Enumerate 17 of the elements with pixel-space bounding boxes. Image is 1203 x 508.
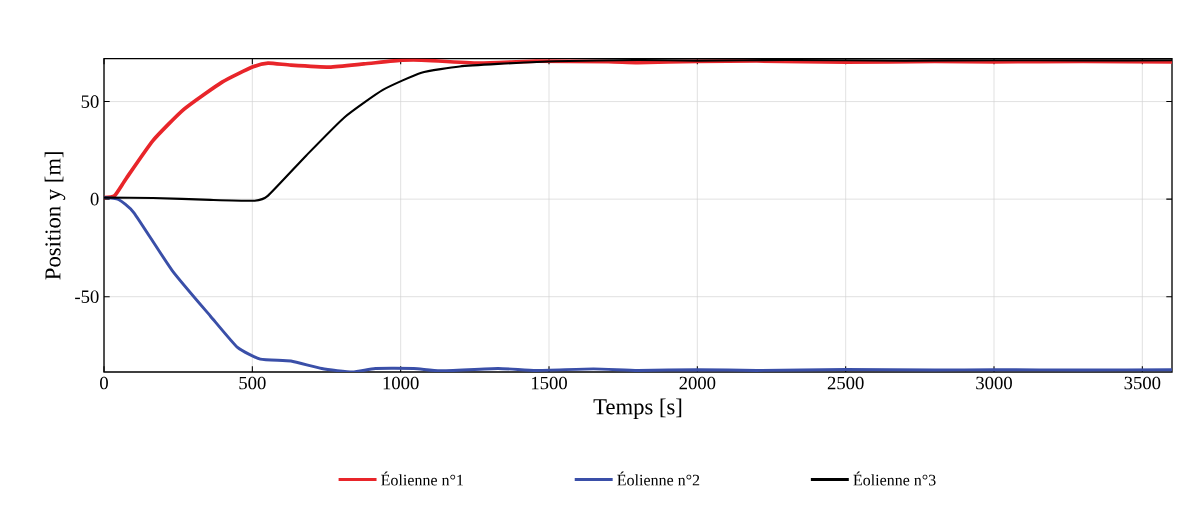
x-tick-label: 1000	[383, 376, 419, 390]
x-axis-title: Temps [s]	[593, 398, 682, 420]
x-tick-label: 3500	[1124, 376, 1161, 390]
legend-label: Éolienne n°1	[381, 471, 463, 486]
x-tick-label: 2500	[827, 376, 864, 390]
x-tick-label: 0	[100, 376, 108, 390]
x-tick-label: 2000	[679, 376, 716, 390]
y-axis-title: Position y [m]	[44, 152, 66, 280]
y-tick-label: 0	[90, 192, 99, 206]
y-tick-label: -50	[75, 290, 99, 303]
x-tick-label: 500	[239, 376, 266, 390]
legend-label: Éolienne n°2	[617, 471, 700, 486]
line-series	[104, 196, 1172, 372]
x-tick-label: 1500	[531, 376, 567, 390]
x-tick-label: 3000	[976, 376, 1012, 390]
y-tick-label: 50	[81, 95, 99, 108]
legend-label: Éolienne n°3	[853, 471, 936, 486]
